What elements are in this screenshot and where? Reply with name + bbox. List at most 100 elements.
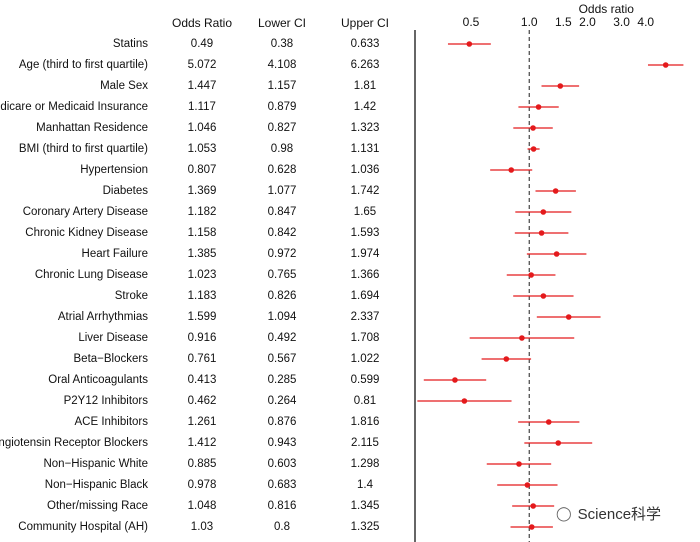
upper-ci-cell: 6.263 — [350, 59, 380, 71]
lower-ci-cell: 0.285 — [267, 374, 297, 386]
odds-ratio-cell: 0.761 — [187, 353, 217, 365]
upper-ci-cell: 1.65 — [353, 206, 377, 218]
row-label: BMI (third to first quartile) — [18, 143, 148, 155]
lower-ci-cell: 0.847 — [267, 206, 297, 218]
row-label: Other/missing Race — [47, 500, 148, 512]
watermark: ◯ Science科学 — [556, 503, 661, 524]
upper-ci-cell: 1.345 — [350, 500, 380, 512]
upper-ci-cell: 1.694 — [350, 290, 380, 302]
upper-ci-cell: 1.366 — [350, 269, 380, 281]
odds-ratio-cell: 0.413 — [187, 374, 217, 386]
row-label: Angiotensin Receptor Blockers — [0, 437, 148, 449]
odds-ratio-point — [530, 503, 536, 509]
row-label: Beta−Blockers — [73, 353, 148, 365]
x-tick-label: 1.5 — [555, 15, 572, 29]
odds-ratio-cell: 1.158 — [187, 227, 217, 239]
odds-ratio-point — [545, 419, 552, 425]
odds-ratio-point — [528, 272, 534, 278]
odds-ratio-point — [555, 440, 562, 446]
upper-ci-cell: 1.325 — [350, 521, 380, 533]
odds-ratio-point — [530, 125, 536, 131]
upper-ci-cell: 1.022 — [350, 353, 380, 365]
upper-ci-cell: 1.974 — [350, 248, 380, 260]
lower-ci-cell: 0.876 — [267, 416, 297, 428]
row-label: Diabetes — [102, 185, 148, 197]
upper-ci-cell: 1.323 — [350, 122, 380, 134]
upper-ci-cell: 1.81 — [353, 80, 377, 92]
lower-ci-cell: 0.8 — [274, 521, 290, 533]
odds-ratio-cell: 1.447 — [187, 80, 217, 92]
row-label: Medicare or Medicaid Insurance — [0, 101, 148, 113]
header-upper-ci: Upper CI — [340, 16, 390, 30]
row-label: Oral Anticoagulants — [48, 374, 148, 386]
row-label: Male Sex — [100, 80, 148, 92]
upper-ci-cell: 0.599 — [350, 374, 380, 386]
odds-ratio-point — [524, 482, 531, 488]
lower-ci-cell: 0.683 — [267, 479, 297, 491]
odds-ratio-point — [466, 41, 473, 47]
upper-ci-cell: 1.298 — [350, 458, 380, 470]
upper-ci-cell: 1.42 — [353, 101, 377, 113]
odds-ratio-cell: 0.885 — [187, 458, 217, 470]
odds-ratio-point — [535, 104, 542, 110]
odds-ratio-point — [452, 377, 458, 383]
row-label: Non−Hispanic Black — [44, 479, 148, 491]
row-label: Chronic Lung Disease — [34, 269, 148, 281]
odds-ratio-point — [557, 83, 564, 89]
x-tick-label: 3.0 — [613, 15, 630, 29]
odds-ratio-point — [528, 524, 535, 530]
odds-ratio-cell: 0.807 — [187, 164, 217, 176]
row-label: Atrial Arrhythmias — [57, 311, 148, 323]
odds-ratio-cell: 0.462 — [187, 395, 217, 407]
upper-ci-cell: 0.633 — [350, 38, 380, 50]
odds-ratio-cell: 1.261 — [187, 416, 217, 428]
lower-ci-cell: 0.492 — [267, 332, 297, 344]
row-label: Manhattan Residence — [36, 122, 148, 134]
lower-ci-cell: 0.943 — [267, 437, 297, 449]
odds-ratio-cell: 1.412 — [187, 437, 217, 449]
odds-ratio-cell: 1.385 — [187, 248, 217, 260]
lower-ci-cell: 1.077 — [267, 185, 297, 197]
upper-ci-cell: 1.708 — [350, 332, 380, 344]
row-label: Heart Failure — [81, 248, 148, 260]
odds-ratio-point — [503, 356, 510, 362]
upper-ci-cell: 1.131 — [350, 143, 380, 155]
row-label: Non−Hispanic White — [43, 458, 148, 470]
odds-ratio-cell: 1.03 — [190, 521, 214, 533]
odds-ratio-cell: 5.072 — [187, 59, 217, 71]
x-tick-label: 4.0 — [637, 15, 654, 29]
header-odds-ratio: Odds Ratio — [171, 16, 233, 30]
odds-ratio-point — [538, 230, 545, 236]
odds-ratio-cell: 0.978 — [187, 479, 217, 491]
lower-ci-cell: 0.603 — [267, 458, 297, 470]
watermark-text: Science科学 — [577, 506, 662, 523]
header-lower-ci: Lower CI — [257, 16, 307, 30]
odds-ratio-cell: 0.49 — [190, 38, 214, 50]
odds-ratio-cell: 1.053 — [187, 143, 217, 155]
odds-ratio-point — [662, 62, 669, 68]
upper-ci-cell: 2.337 — [350, 311, 380, 323]
lower-ci-cell: 1.094 — [267, 311, 297, 323]
row-label: Community Hospital (AH) — [18, 521, 148, 533]
row-label: Stroke — [114, 290, 148, 302]
lower-ci-cell: 0.264 — [267, 395, 297, 407]
lower-ci-cell: 0.826 — [267, 290, 297, 302]
lower-ci-cell: 1.157 — [267, 80, 297, 92]
odds-ratio-point — [461, 398, 468, 404]
odds-ratio-cell: 1.599 — [187, 311, 217, 323]
odds-ratio-point — [553, 251, 560, 257]
lower-ci-cell: 0.879 — [267, 101, 297, 113]
wechat-icon: ◯ — [556, 505, 572, 521]
upper-ci-cell: 1.816 — [350, 416, 380, 428]
upper-ci-cell: 1.593 — [350, 227, 380, 239]
row-label: Hypertension — [80, 164, 148, 176]
odds-ratio-cell: 1.046 — [187, 122, 217, 134]
lower-ci-cell: 0.816 — [267, 500, 297, 512]
upper-ci-cell: 1.742 — [350, 185, 380, 197]
lower-ci-cell: 0.567 — [267, 353, 297, 365]
row-label: Liver Disease — [78, 332, 148, 344]
odds-ratio-point — [565, 314, 572, 320]
row-label: Coronary Artery Disease — [22, 206, 148, 218]
